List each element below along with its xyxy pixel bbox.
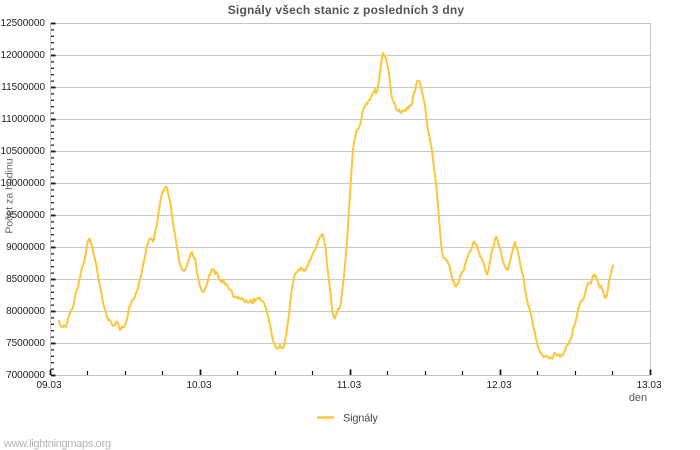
svg-text:13.03: 13.03 (636, 380, 661, 391)
svg-text:11000000: 11000000 (1, 114, 45, 125)
svg-text:12000000: 12000000 (1, 50, 46, 61)
svg-text:www.lightningmaps.org: www.lightningmaps.org (3, 438, 111, 450)
svg-text:10000000: 10000000 (1, 178, 46, 189)
svg-text:8000000: 8000000 (6, 306, 45, 317)
svg-text:10500000: 10500000 (1, 146, 46, 157)
svg-text:8500000: 8500000 (6, 274, 45, 285)
svg-text:9000000: 9000000 (6, 242, 45, 253)
svg-text:7000000: 7000000 (6, 370, 45, 381)
svg-text:Počet za hodinu: Počet za hodinu (4, 158, 16, 233)
svg-text:12500000: 12500000 (1, 18, 46, 29)
svg-text:09.03: 09.03 (36, 380, 61, 391)
svg-text:7500000: 7500000 (6, 338, 45, 349)
svg-text:9500000: 9500000 (6, 210, 45, 221)
svg-text:11500000: 11500000 (1, 82, 45, 93)
svg-text:den: den (629, 392, 647, 404)
svg-text:10.03: 10.03 (186, 380, 211, 391)
svg-text:Signály všech stanic z posledn: Signály všech stanic z posledních 3 dny (228, 3, 465, 17)
svg-text:Signály: Signály (343, 413, 378, 425)
svg-text:12.03: 12.03 (486, 380, 511, 391)
svg-text:11.03: 11.03 (337, 380, 362, 391)
